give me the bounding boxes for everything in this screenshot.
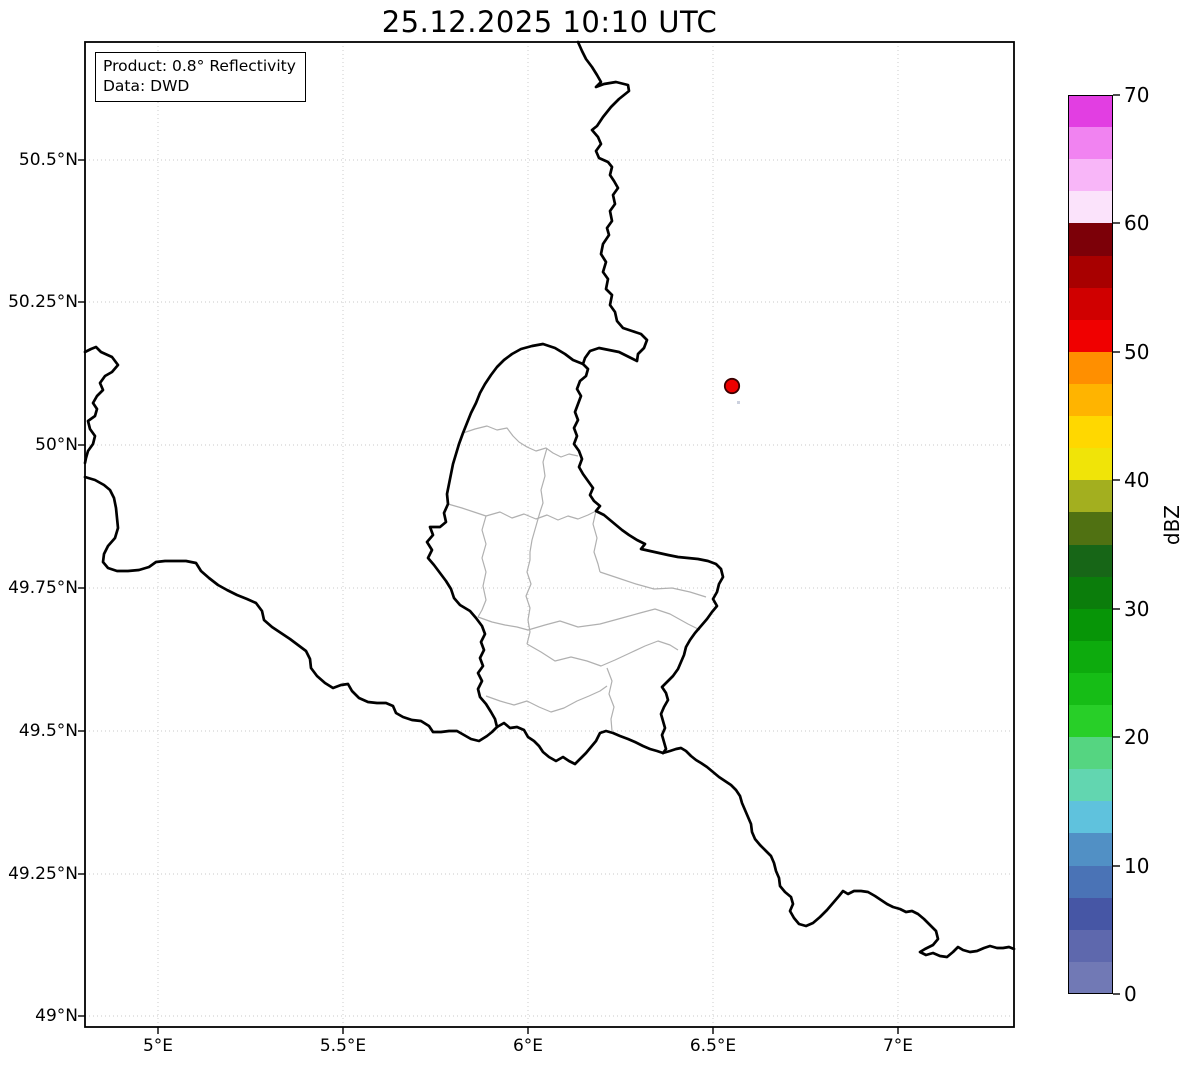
lat-tick-label: 49.25°N <box>8 864 78 884</box>
colorbar-band <box>1068 383 1113 417</box>
lat-tick-label: 49.75°N <box>8 578 78 598</box>
national-borders <box>83 40 1016 959</box>
radar-station-marker <box>723 377 741 395</box>
colorbar-band <box>1068 158 1113 192</box>
colorbar-tick-label: 0 <box>1124 982 1137 1006</box>
colorbar-band <box>1068 447 1113 481</box>
data-source-line: Data: DWD <box>103 77 190 96</box>
colorbar-band <box>1068 287 1113 320</box>
colorbar-tick-label: 30 <box>1124 597 1150 621</box>
product-info-box: Product: 0.8° Reflectivity Data: DWD <box>95 52 306 102</box>
colorbar-unit-label: dBZ <box>1160 505 1184 546</box>
colorbar-tick-label: 70 <box>1124 83 1150 107</box>
colorbar-tick-marks <box>1113 94 1120 995</box>
colorbar-tick-label: 40 <box>1124 468 1150 492</box>
colorbar-band <box>1068 704 1113 738</box>
lon-tick-label: 5.5°E <box>319 1036 367 1056</box>
graticule-gridlines <box>85 42 1014 1027</box>
colorbar-band <box>1068 511 1113 545</box>
colorbar-band <box>1068 223 1113 256</box>
colorbar-band <box>1068 415 1113 449</box>
colorbar-band <box>1068 800 1113 834</box>
border-luxembourg-germany <box>572 362 725 755</box>
axis-tick-marks <box>78 159 899 1034</box>
colorbar-band <box>1068 768 1113 802</box>
colorbar-band <box>1068 640 1113 673</box>
colorbar-band <box>1068 608 1113 641</box>
colorbar-band <box>1068 126 1113 160</box>
colorbar-band <box>1068 897 1113 930</box>
border-luxembourg-france <box>495 721 665 766</box>
border-france-belgium <box>83 475 499 743</box>
luxembourg-district-borders <box>447 425 707 732</box>
colorbar-band <box>1068 255 1113 288</box>
lat-tick-label: 49.5°N <box>18 721 78 741</box>
lat-tick-label: 50.25°N <box>8 292 78 312</box>
colorbar-bands <box>1068 94 1113 994</box>
colorbar-band <box>1068 544 1113 577</box>
lat-tick-label: 50.5°N <box>18 150 78 170</box>
border-germany-belgium <box>576 40 649 366</box>
colorbar-band <box>1068 833 1113 866</box>
lat-tick-label: 49°N <box>35 1006 78 1026</box>
lat-tick-label: 50°N <box>35 435 78 455</box>
product-line: Product: 0.8° Reflectivity <box>103 57 296 75</box>
colorbar-band <box>1068 351 1113 384</box>
colorbar-band <box>1068 319 1113 352</box>
colorbar-band <box>1068 190 1113 224</box>
faint-echo-pixel <box>737 401 740 404</box>
axes-frame <box>84 41 1015 1028</box>
border-belgium-luxembourg <box>425 342 585 729</box>
border-givet-salient <box>83 345 120 465</box>
lon-tick-label: 7°E <box>882 1036 914 1056</box>
lon-tick-label: 6°E <box>512 1036 544 1056</box>
border-france-germany <box>661 746 1016 959</box>
figure-title: 25.12.2025 10:10 UTC <box>381 5 718 39</box>
colorbar-tick-label: 20 <box>1124 725 1150 749</box>
colorbar-band <box>1068 736 1113 770</box>
colorbar-tick-label: 50 <box>1124 340 1150 364</box>
colorbar-tick-label: 10 <box>1124 854 1150 878</box>
colorbar-band <box>1068 576 1113 609</box>
lon-tick-label: 6.5°E <box>689 1036 737 1056</box>
lon-tick-label: 5°E <box>142 1036 174 1056</box>
colorbar-band <box>1068 94 1113 128</box>
colorbar-band <box>1068 479 1113 513</box>
colorbar-band <box>1068 929 1113 962</box>
colorbar-band <box>1068 961 1113 994</box>
colorbar-band <box>1068 672 1113 706</box>
colorbar <box>1068 94 1113 994</box>
colorbar-band <box>1068 865 1113 898</box>
colorbar-tick-label: 60 <box>1124 211 1150 235</box>
